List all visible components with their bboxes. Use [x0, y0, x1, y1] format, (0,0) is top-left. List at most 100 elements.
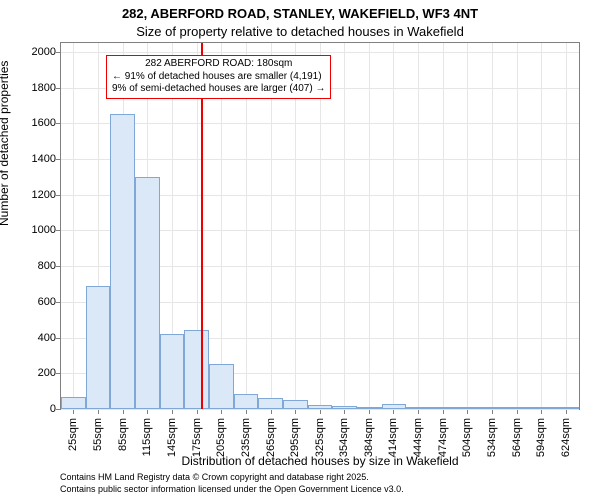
- y-tick-mark: [56, 159, 60, 160]
- x-tick-mark: [344, 410, 345, 414]
- y-tick-mark: [56, 52, 60, 53]
- chart-title-line1: 282, ABERFORD ROAD, STANLEY, WAKEFIELD, …: [0, 6, 600, 21]
- y-tick-mark: [56, 195, 60, 196]
- histogram-bar: [61, 397, 86, 409]
- gridline-vertical: [467, 43, 468, 409]
- y-tick-label: 1400: [16, 153, 56, 165]
- x-tick-label: 594sqm: [535, 418, 547, 478]
- y-tick-label: 800: [16, 260, 56, 272]
- histogram-bar: [283, 400, 308, 409]
- x-tick-mark: [393, 410, 394, 414]
- y-tick-mark: [56, 266, 60, 267]
- y-tick-label: 600: [16, 296, 56, 308]
- histogram-bar: [86, 286, 111, 409]
- y-tick-label: 1600: [16, 117, 56, 129]
- y-tick-label: 1800: [16, 82, 56, 94]
- x-tick-mark: [172, 410, 173, 414]
- x-tick-mark: [541, 410, 542, 414]
- histogram-bar: [554, 407, 579, 409]
- y-tick-label: 200: [16, 367, 56, 379]
- x-tick-mark: [295, 410, 296, 414]
- x-tick-label: 145sqm: [166, 418, 178, 478]
- x-tick-mark: [147, 410, 148, 414]
- annotation-box: 282 ABERFORD ROAD: 180sqm← 91% of detach…: [106, 55, 331, 99]
- x-tick-mark: [246, 410, 247, 414]
- y-tick-mark: [56, 409, 60, 410]
- y-tick-mark: [56, 338, 60, 339]
- annotation-line-2: ← 91% of detached houses are smaller (4,…: [112, 71, 325, 84]
- x-tick-mark: [566, 410, 567, 414]
- gridline-vertical: [492, 43, 493, 409]
- x-tick-label: 534sqm: [486, 418, 498, 478]
- y-axis-label: Number of detached properties: [0, 61, 11, 226]
- gridline-vertical: [344, 43, 345, 409]
- x-tick-label: 564sqm: [511, 418, 523, 478]
- gridline-vertical: [517, 43, 518, 409]
- gridline-vertical: [393, 43, 394, 409]
- x-tick-label: 175sqm: [191, 418, 203, 478]
- y-tick-label: 400: [16, 332, 56, 344]
- histogram-bar: [184, 330, 209, 409]
- x-tick-label: 504sqm: [461, 418, 473, 478]
- x-tick-label: 25sqm: [67, 418, 79, 478]
- gridline-vertical: [418, 43, 419, 409]
- x-tick-mark: [73, 410, 74, 414]
- histogram-bar: [480, 407, 505, 409]
- x-tick-mark: [320, 410, 321, 414]
- x-tick-label: 265sqm: [265, 418, 277, 478]
- plot-area: 282 ABERFORD ROAD: 180sqm← 91% of detach…: [60, 42, 580, 410]
- histogram-bar: [431, 407, 456, 409]
- gridline-vertical: [566, 43, 567, 409]
- histogram-bar: [505, 407, 530, 409]
- x-tick-mark: [517, 410, 518, 414]
- gridline-vertical: [369, 43, 370, 409]
- histogram-bar: [258, 398, 283, 409]
- y-tick-mark: [56, 123, 60, 124]
- x-tick-label: 325sqm: [314, 418, 326, 478]
- chart-container: 282, ABERFORD ROAD, STANLEY, WAKEFIELD, …: [0, 0, 600, 500]
- annotation-line-3: 9% of semi-detached houses are larger (4…: [112, 83, 325, 96]
- x-tick-mark: [98, 410, 99, 414]
- gridline-vertical: [443, 43, 444, 409]
- x-tick-label: 115sqm: [141, 418, 153, 478]
- histogram-bar: [160, 334, 185, 409]
- x-tick-mark: [123, 410, 124, 414]
- histogram-bar: [357, 407, 382, 409]
- histogram-bar: [332, 406, 357, 409]
- x-tick-label: 55sqm: [92, 418, 104, 478]
- y-tick-mark: [56, 302, 60, 303]
- x-tick-label: 295sqm: [289, 418, 301, 478]
- histogram-bar: [308, 405, 333, 409]
- y-tick-mark: [56, 88, 60, 89]
- x-tick-label: 205sqm: [215, 418, 227, 478]
- y-tick-mark: [56, 373, 60, 374]
- histogram-bar: [530, 407, 555, 409]
- y-tick-label: 1200: [16, 189, 56, 201]
- chart-title-line2: Size of property relative to detached ho…: [0, 24, 600, 39]
- x-tick-label: 474sqm: [437, 418, 449, 478]
- histogram-bar: [406, 407, 431, 409]
- histogram-bar: [456, 407, 481, 409]
- footer-licence: Contains public sector information licen…: [60, 484, 404, 494]
- x-tick-mark: [492, 410, 493, 414]
- y-tick-label: 2000: [16, 46, 56, 58]
- x-tick-label: 414sqm: [387, 418, 399, 478]
- histogram-bar: [135, 177, 160, 409]
- histogram-bar: [234, 394, 259, 409]
- histogram-bar: [382, 404, 407, 409]
- x-tick-label: 624sqm: [560, 418, 572, 478]
- x-tick-mark: [221, 410, 222, 414]
- x-tick-mark: [443, 410, 444, 414]
- gridline-vertical: [73, 43, 74, 409]
- annotation-line-1: 282 ABERFORD ROAD: 180sqm: [112, 58, 325, 71]
- y-tick-label: 0: [16, 403, 56, 415]
- y-tick-mark: [56, 230, 60, 231]
- x-tick-label: 444sqm: [412, 418, 424, 478]
- gridline-vertical: [541, 43, 542, 409]
- y-tick-label: 1000: [16, 224, 56, 236]
- x-tick-mark: [369, 410, 370, 414]
- histogram-bar: [110, 114, 135, 409]
- x-tick-label: 235sqm: [240, 418, 252, 478]
- x-tick-mark: [271, 410, 272, 414]
- histogram-bar: [209, 364, 234, 409]
